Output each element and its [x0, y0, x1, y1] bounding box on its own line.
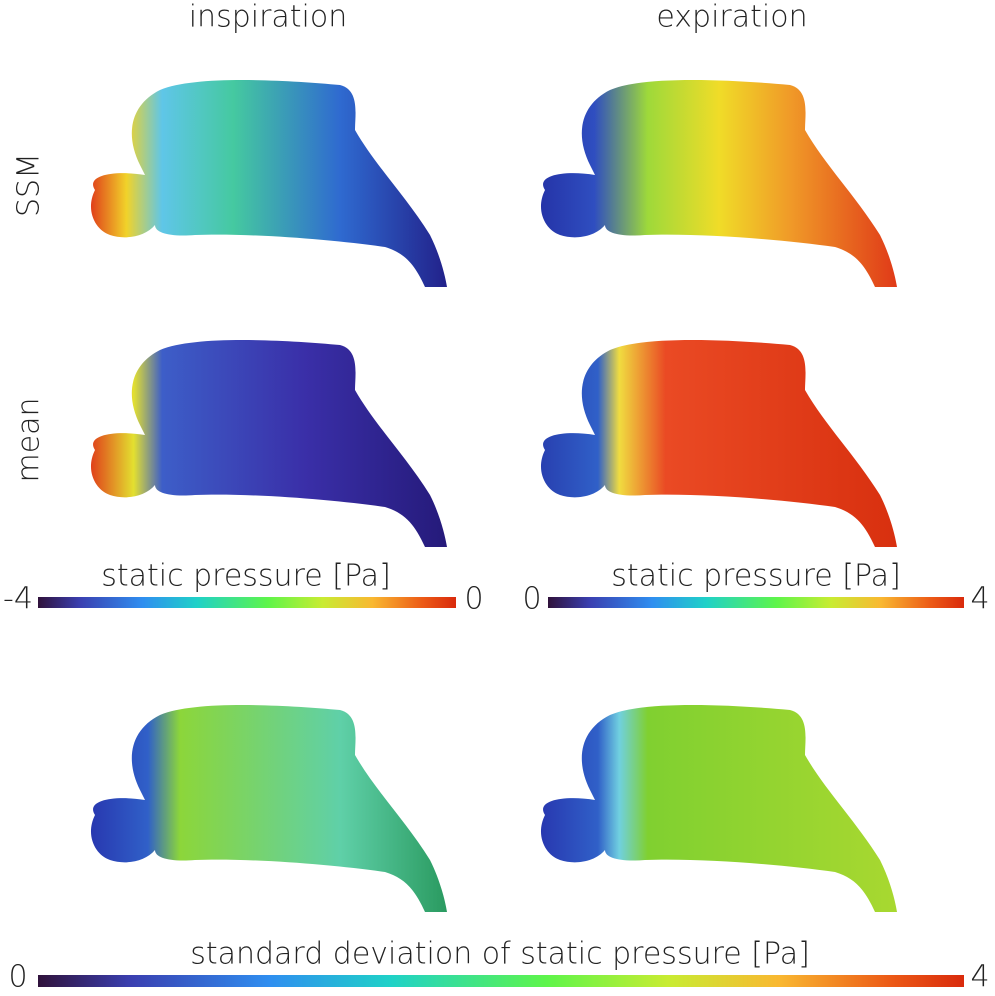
colorbar	[38, 975, 964, 987]
colorbar	[548, 597, 964, 608]
pressure-render	[540, 80, 897, 287]
colorbar-min: -4	[3, 582, 33, 617]
colorbar-max: 0	[464, 582, 483, 617]
colorbar-label: standard deviation of static pressure [P…	[190, 937, 810, 972]
colorbar	[38, 597, 456, 608]
colorbar-min: 0	[8, 960, 27, 995]
std-render	[90, 705, 447, 912]
std-render	[540, 705, 897, 912]
colorbar-label: static pressure [Pa]	[101, 559, 391, 594]
row-label: mean	[12, 397, 47, 482]
pressure-render	[90, 80, 447, 287]
colorbar-max: 4	[970, 960, 989, 995]
row-label: SSM	[12, 153, 47, 217]
pressure-render	[540, 340, 897, 547]
colorbar-min: 0	[522, 582, 541, 617]
column-header: expiration	[656, 0, 807, 35]
colorbar-max: 4	[970, 582, 989, 617]
pressure-render	[90, 340, 447, 547]
colorbar-label: static pressure [Pa]	[611, 559, 901, 594]
column-header: inspiration	[189, 0, 348, 35]
